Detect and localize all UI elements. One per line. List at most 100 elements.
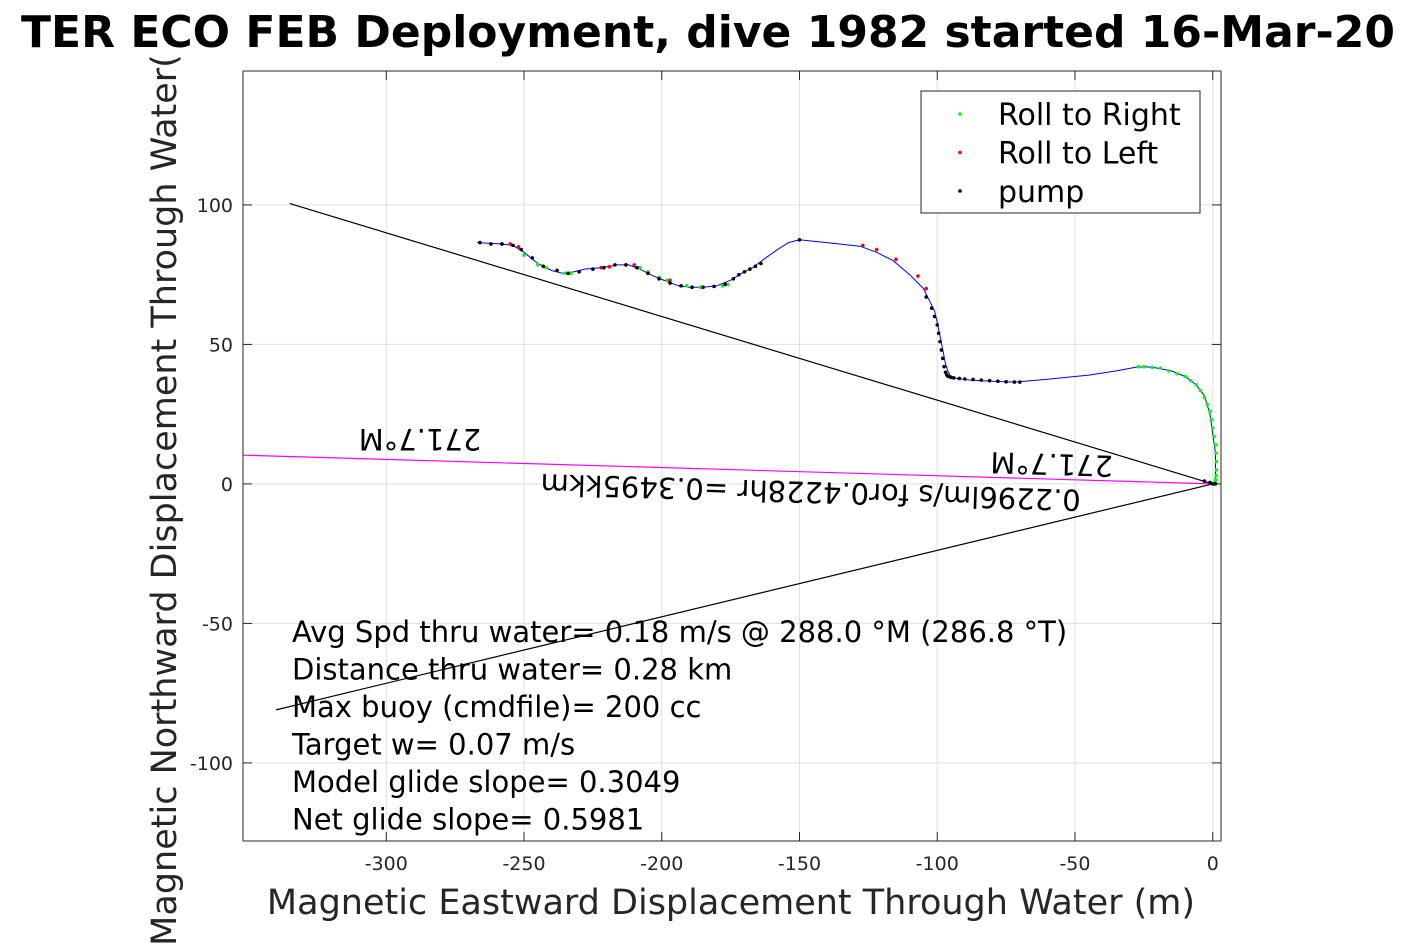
roll-right-point	[1142, 364, 1146, 369]
roll-right-point	[720, 284, 725, 288]
pump-point	[690, 285, 694, 290]
roll-right-point	[1213, 443, 1218, 447]
pump-point	[668, 281, 672, 285]
annotation-line: Net glide slope= 0.5981	[292, 803, 644, 837]
y-tick-label: 50	[209, 334, 233, 356]
y-tick-label: 100	[197, 195, 233, 217]
x-tick-label: -50	[1059, 853, 1090, 875]
legend-label: Roll to Right	[998, 98, 1181, 133]
pump-point	[971, 377, 975, 382]
chart-title: TER ECO FEB Deployment, dive 1982 starte…	[21, 7, 1395, 58]
legend-marker	[958, 112, 962, 116]
pump-point	[748, 267, 752, 271]
x-tick-label: -200	[640, 853, 683, 875]
roll-right-point	[1212, 434, 1216, 439]
pump-point	[1202, 479, 1207, 483]
annotation-line: Distance thru water= 0.28 km	[292, 653, 732, 687]
pump-point	[949, 375, 953, 380]
x-tick-label: 0	[1207, 853, 1219, 875]
pump-point	[679, 284, 683, 288]
pump-point	[1012, 380, 1017, 384]
pump-point	[1004, 379, 1008, 384]
roll-right-point	[1214, 459, 1219, 464]
roll-right-point	[1210, 426, 1215, 430]
roll-right-point	[1214, 473, 1218, 478]
pump-point	[939, 348, 944, 352]
y-tick-label: -50	[202, 613, 233, 635]
pump-point	[943, 370, 948, 375]
roll-left-point	[874, 247, 879, 252]
pump-point	[489, 242, 493, 246]
reference-lines	[242, 202, 1213, 711]
x-axis-label: Magnetic Eastward Displacement Through W…	[267, 883, 1195, 923]
roll-right-point	[522, 253, 526, 257]
pump-point	[797, 237, 802, 242]
annotations: Avg Spd thru water= 0.18 m/s @ 288.0 °M …	[291, 615, 1067, 837]
roll-left-point	[894, 257, 898, 262]
roll-right-point	[1205, 402, 1210, 407]
roll-right-point	[684, 284, 689, 288]
legend-marker	[958, 150, 962, 155]
pump-point	[657, 277, 661, 281]
roll-right-point	[1188, 378, 1193, 383]
roll-left-point	[508, 242, 513, 246]
pump-point	[519, 247, 524, 252]
reference-line	[289, 202, 1213, 485]
y-tick-label: 0	[221, 474, 233, 496]
pump-point	[924, 295, 929, 299]
roll-right-point	[665, 278, 670, 283]
roll-left-point	[861, 243, 865, 248]
y-axis-label: Magnetic Northward Displacement Through …	[145, 54, 185, 945]
pump-point	[942, 364, 946, 369]
pump-point	[946, 374, 951, 379]
pump-point	[530, 256, 535, 260]
roll-left-point	[668, 278, 672, 283]
pump-point	[753, 264, 758, 269]
pump-point	[624, 263, 628, 267]
reference-line	[275, 483, 1213, 711]
track	[477, 239, 1216, 485]
legend-box	[920, 90, 1201, 214]
roll-right-point	[1150, 365, 1154, 370]
pump-point	[936, 331, 941, 336]
grid	[243, 71, 1221, 841]
roll-left-point	[607, 265, 612, 269]
legend-label: pump	[998, 175, 1084, 210]
roll-right-point	[535, 263, 540, 267]
x-tick-label: -300	[365, 853, 408, 875]
roll-right-point	[1136, 364, 1141, 369]
pump-point	[712, 284, 716, 289]
x-tick-label: -100	[916, 853, 959, 875]
pump-point	[566, 271, 570, 276]
pump-point	[646, 271, 650, 276]
pump-point	[987, 378, 992, 383]
track-line	[477, 239, 1216, 485]
pump-point	[951, 376, 956, 380]
roll-right-point	[1175, 371, 1179, 376]
legend-marker	[958, 189, 962, 193]
pump-point	[929, 306, 934, 310]
roll-right-point	[1213, 477, 1218, 482]
pump-point	[478, 240, 482, 245]
pump-point	[602, 265, 606, 270]
roll-right-point	[726, 282, 730, 287]
roll-left-point	[924, 286, 929, 291]
pump-point	[1208, 480, 1212, 485]
pump-point	[957, 376, 962, 381]
roll-right-point	[1166, 369, 1171, 373]
x-tick-label: -250	[502, 853, 545, 875]
roll-right-point	[1198, 388, 1203, 393]
heading-label: 271.7°M	[990, 445, 1114, 483]
pump-point	[759, 261, 763, 266]
roll-right-point	[563, 271, 568, 276]
roll-right-point	[1214, 451, 1218, 456]
roll-left-point	[516, 244, 521, 249]
x-axis: -300 -250 -200 -150 -100 -50 0	[365, 71, 1219, 875]
pump-point	[940, 356, 945, 361]
reference-line	[242, 454, 1213, 485]
pump-point	[737, 272, 741, 277]
pump-point	[938, 339, 942, 344]
pump-point	[635, 265, 639, 270]
